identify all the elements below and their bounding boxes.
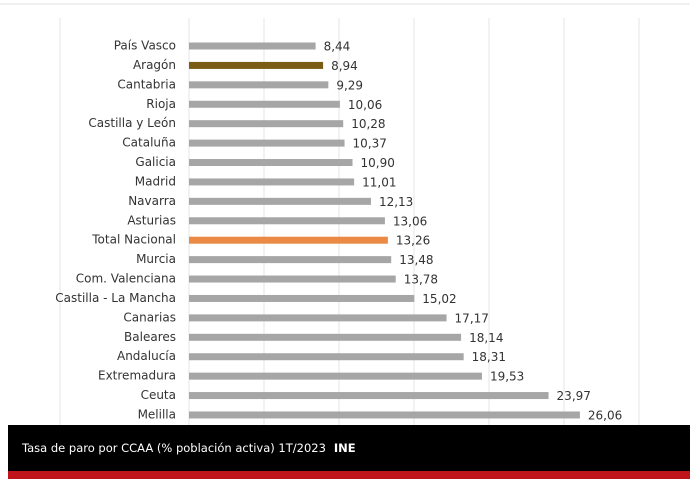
category-label: Navarra (128, 194, 176, 208)
category-label: Canarias (123, 310, 176, 324)
value-label: 13,48 (399, 253, 433, 267)
value-label: 10,37 (353, 137, 387, 151)
value-label: 19,53 (490, 370, 524, 384)
category-label: Aragón (133, 58, 176, 72)
value-label: 9,29 (336, 78, 363, 92)
value-label: 18,31 (472, 350, 506, 364)
bar (189, 314, 447, 322)
caption-text: Tasa de paro por CCAA (% población activ… (21, 441, 326, 455)
value-label: 23,97 (557, 389, 591, 403)
category-label: Asturias (127, 213, 176, 227)
category-label: Extremadura (98, 369, 176, 383)
category-label: Castilla - La Mancha (55, 291, 176, 305)
bar (189, 81, 329, 89)
value-label: 12,13 (379, 195, 413, 209)
value-label: 11,01 (362, 175, 396, 189)
bar (189, 411, 580, 419)
category-label: Melilla (138, 407, 176, 421)
caption-bar (8, 425, 690, 471)
caption-stripe (8, 471, 690, 479)
bar (189, 159, 353, 167)
category-label: Cantabria (117, 77, 176, 91)
category-label: Madrid (135, 174, 176, 188)
bar (189, 61, 324, 69)
category-label: Murcia (136, 252, 176, 266)
category-label: Castilla y León (88, 116, 176, 130)
bar (189, 217, 385, 225)
bar (189, 353, 464, 361)
bar (189, 294, 415, 302)
category-label: Com. Valenciana (76, 272, 176, 286)
value-label: 8,44 (324, 40, 351, 54)
bar (189, 197, 371, 205)
value-label: 10,90 (361, 156, 395, 170)
category-label: Ceuta (141, 388, 176, 402)
bar (189, 256, 392, 264)
bar (189, 372, 482, 380)
bar (189, 100, 340, 108)
value-label: 8,94 (331, 59, 358, 73)
category-label: Galicia (135, 155, 176, 169)
category-label: Baleares (124, 330, 176, 344)
caption-source: INE (334, 441, 356, 455)
category-label: Cataluña (122, 136, 176, 150)
value-label: 17,17 (455, 311, 489, 325)
caption: Tasa de paro por CCAA (% población activ… (21, 441, 356, 455)
category-label: País Vasco (114, 39, 176, 53)
category-label: Andalucía (117, 349, 176, 363)
bar (189, 392, 549, 400)
bar (189, 139, 345, 147)
value-label: 10,28 (351, 117, 385, 131)
bar (189, 275, 396, 283)
value-label: 18,14 (469, 331, 503, 345)
value-label: 13,06 (393, 214, 427, 228)
bar (189, 236, 388, 244)
category-label: Total Nacional (91, 233, 176, 247)
value-label: 10,06 (348, 98, 382, 112)
value-label: 13,78 (404, 273, 438, 287)
bar (189, 42, 316, 50)
value-label: 13,26 (396, 234, 430, 248)
value-label: 15,02 (422, 292, 456, 306)
bar (189, 120, 344, 128)
category-label: Rioja (146, 97, 176, 111)
bar (189, 178, 355, 186)
bar (189, 333, 462, 341)
value-label: 26,06 (588, 408, 622, 422)
